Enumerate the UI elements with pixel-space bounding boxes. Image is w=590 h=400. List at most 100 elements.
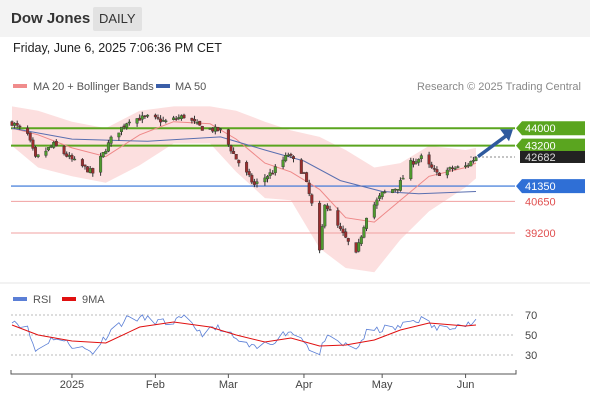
candle-body [281,159,285,167]
candle-body [140,115,144,120]
candle-body [398,180,402,191]
candle-body [417,159,421,163]
candle-body [305,172,309,183]
x-label-2025: 2025 [60,379,84,391]
x-label-May: May [372,379,393,391]
rsi-line [11,314,477,356]
candle-body [419,155,423,160]
candle-body [99,156,103,173]
timeframe-button[interactable]: DAILY [93,7,142,31]
chart-header: Dow Jones DAILY [0,0,590,37]
candle-body [177,117,181,120]
candle-body [109,136,113,144]
candle-body [125,123,129,128]
candle-body [471,160,475,162]
candle-body [15,123,19,126]
candle-body [156,117,160,119]
candle-body [200,125,204,131]
x-label-Jun: Jun [457,379,475,391]
candle-body [138,117,142,121]
candle-body [378,195,382,199]
candle-body [375,199,379,206]
candle-body [104,150,108,154]
candle-body [456,166,460,168]
candle-body [409,160,413,180]
candle-body [106,142,110,152]
x-label-Apr: Apr [295,379,312,391]
candle-body [182,114,186,119]
candle-body [284,154,288,161]
candle-body [117,132,121,138]
candle-body [101,151,105,158]
candle-body [448,167,452,170]
candle-body [453,167,457,170]
level-tag-42682 [520,150,585,163]
candle-body [323,204,327,227]
candle-body [70,155,74,160]
candle-body [430,164,434,168]
candle-body [451,167,455,169]
x-label-Feb: Feb [146,379,165,391]
candle-body [174,118,178,120]
candle-body [18,125,22,128]
candle-body [122,125,126,128]
level-tag-43200 [516,138,585,153]
candle-body [357,242,361,252]
candle-body [383,191,387,194]
candle-body [286,154,290,157]
candle-body [83,164,87,167]
candle-body [211,127,215,132]
candle-body [250,174,254,183]
legend-label-ma50: MA 50 [175,81,206,93]
bollinger-band [12,106,476,273]
candle-body [414,161,418,164]
candle-body [338,226,342,229]
candle-body [396,189,400,191]
level-label-40650: 40650 [525,196,556,208]
legend-label-9ma: 9MA [82,294,105,306]
legend-swatch-9ma [62,297,76,301]
level-label-39200: 39200 [525,228,556,240]
candle-body [195,121,199,124]
candle-body [62,146,66,155]
candle-body [190,117,194,121]
candle-body [268,172,272,177]
candle-body [365,217,369,229]
level-label-41350: 41350 [525,181,556,193]
legend-swatch-ma20 [13,84,27,88]
candle-body [73,158,77,161]
candle-body [28,132,32,141]
candle-body [464,165,468,168]
candle-body [341,228,345,233]
candle-body [119,126,123,132]
rsi-tick-50: 50 [525,330,537,342]
candle-body [36,154,40,158]
candle-body [318,202,322,251]
candle-body [310,194,314,204]
candle-body [247,171,251,176]
candle-body [159,118,163,123]
candle-body [44,150,48,156]
candle-body [466,164,470,167]
candle-body [344,231,348,238]
candle-body [91,168,95,174]
candle-body [372,204,376,218]
level-label-43200: 43200 [525,141,556,153]
candle-body [359,236,363,244]
candle-body [10,121,14,126]
candle-body [229,145,233,152]
candle-body [80,159,84,167]
candle-body [427,154,431,165]
candle-body [474,157,478,161]
legend-label-rsi: RSI [33,294,51,306]
candle-body [411,160,415,165]
candle-body [245,162,249,173]
candle-body [307,182,311,194]
candle-body [153,114,157,118]
candle-body [328,209,332,211]
candle-body [237,160,241,164]
candle-body [438,172,442,176]
candle-body [263,177,267,183]
candle-body [67,155,71,157]
